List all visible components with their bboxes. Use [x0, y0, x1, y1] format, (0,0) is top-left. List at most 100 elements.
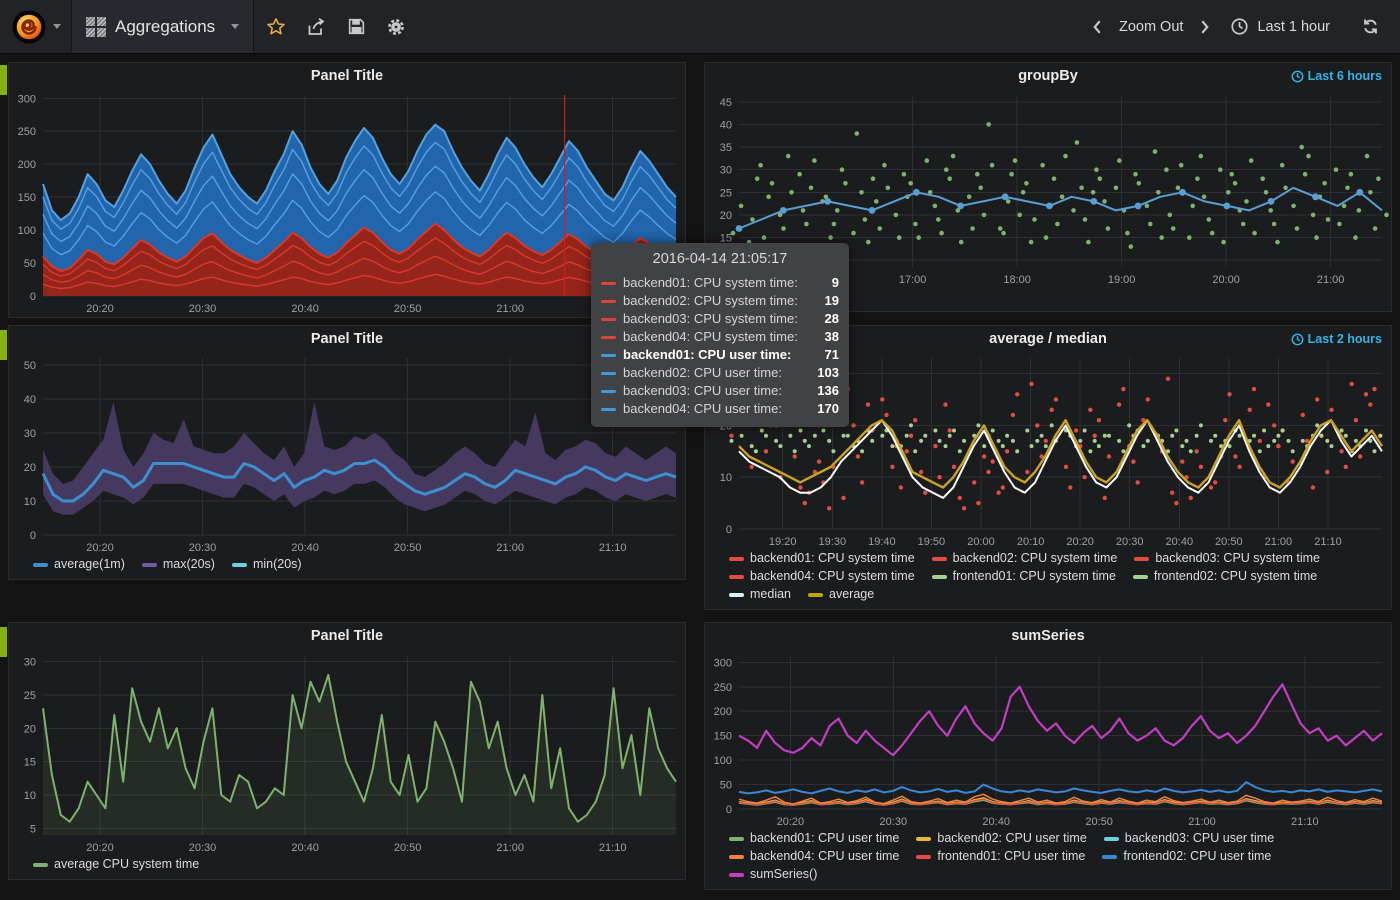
legend-color-swatch: [729, 574, 744, 579]
legend-item[interactable]: frontend02: CPU system time: [1132, 569, 1317, 584]
svg-text:21:00: 21:00: [496, 303, 524, 315]
svg-text:20:50: 20:50: [394, 542, 422, 554]
avg-max-min-chart[interactable]: 0 10 20 30 40 50 20:20 20:30 20:40 20:50 21:00 21:1…: [9, 352, 685, 556]
panel-title[interactable]: groupBy: [1018, 68, 1078, 84]
legend-item[interactable]: median: [729, 587, 791, 602]
svg-text:25: 25: [24, 690, 36, 702]
row-handle[interactable]: [0, 65, 7, 95]
svg-text:200: 200: [714, 706, 732, 718]
navbar: Aggregations: [0, 0, 1400, 54]
svg-text:21:00: 21:00: [1265, 536, 1293, 548]
star-icon: [267, 17, 285, 34]
legend-label: backend02: CPU user time: [937, 831, 1087, 845]
legend-label: grouped: [750, 289, 796, 303]
share-icon: [308, 17, 325, 35]
legend-color-swatch: [33, 862, 48, 867]
legend-label: max(20s): [162, 557, 215, 571]
grafana-logo-menu[interactable]: [0, 0, 72, 53]
average-median-chart[interactable]: 0 10 20 30 19:20 19:30 19:40 19:50 20:00 20:10 20:…: [705, 352, 1391, 550]
panel-title[interactable]: Panel Title: [310, 628, 384, 644]
svg-text:20:30: 20:30: [189, 542, 217, 554]
legend-item[interactable]: sumSeries(): [729, 867, 817, 882]
svg-text:20:20: 20:20: [86, 542, 114, 554]
legend-label: backend02: CPU system time: [952, 551, 1118, 565]
settings-button[interactable]: [380, 11, 412, 43]
svg-text:200: 200: [18, 159, 36, 171]
svg-text:300: 300: [18, 93, 36, 105]
legend-item[interactable]: average: [808, 587, 874, 602]
chevron-right-icon: [1201, 19, 1210, 34]
svg-text:21:10: 21:10: [1291, 816, 1319, 828]
svg-text:20:40: 20:40: [982, 816, 1010, 828]
legend-item[interactable]: frontend01: CPU system time: [931, 569, 1116, 584]
legend-item[interactable]: average(1m): [33, 557, 125, 572]
panel-avg-max-min: Panel Title 0 10 20 30 40 50 20:20 20:30 20:40 20…: [8, 325, 686, 580]
svg-text:20:00: 20:00: [1212, 274, 1240, 286]
legend-item[interactable]: grouped: [729, 289, 796, 304]
refresh-button[interactable]: [1354, 11, 1386, 43]
svg-text:20: 20: [24, 723, 36, 735]
legend-item[interactable]: backend04: CPU user time: [729, 849, 899, 864]
legend-item[interactable]: backend01: CPU system time: [729, 551, 915, 566]
caret-down-icon: [231, 24, 240, 29]
panel-groupby: groupBy Last 6 hours 10 15 20 25 30 35 40 45 17:…: [704, 62, 1392, 312]
legend: grouped: [705, 288, 1391, 311]
groupby-chart[interactable]: 10 15 20 25 30 35 40 45 17:00 18:00 19:00 20:00 21:0…: [705, 89, 1391, 288]
panel-title[interactable]: sumSeries: [1011, 628, 1085, 644]
clock-icon: [1291, 70, 1304, 82]
sumseries-chart[interactable]: 0 50 100 150 200 250 300 20:20 20:30 20:40 20:50 21…: [705, 649, 1391, 830]
legend-color-swatch: [729, 836, 744, 841]
legend: average(1m) max(20s) min(20s): [9, 556, 685, 579]
legend-item[interactable]: backend04: CPU system time: [729, 569, 915, 584]
svg-text:21:00: 21:00: [1188, 816, 1216, 828]
legend-item[interactable]: max(20s): [141, 557, 215, 572]
svg-text:20:30: 20:30: [189, 303, 217, 315]
star-button[interactable]: [260, 11, 292, 43]
panel-time-override-badge[interactable]: Last 6 hours: [1291, 69, 1382, 83]
time-range-picker[interactable]: Last 1 hour: [1257, 18, 1330, 35]
legend-item[interactable]: backend02: CPU user time: [916, 831, 1087, 846]
legend-item[interactable]: backend01: CPU user time: [729, 831, 899, 846]
save-button[interactable]: [340, 11, 372, 43]
dashboards-grid-icon: [86, 16, 106, 37]
svg-text:20:50: 20:50: [1215, 536, 1243, 548]
time-back-button[interactable]: [1081, 11, 1113, 43]
legend-label: min(20s): [252, 557, 302, 571]
legend-item[interactable]: average CPU system time: [33, 857, 199, 872]
legend-item[interactable]: backend02: CPU system time: [931, 551, 1118, 566]
svg-text:20:40: 20:40: [291, 542, 319, 554]
legend-item[interactable]: backend03: CPU user time: [1103, 831, 1274, 846]
legend: average CPU system time: [9, 856, 685, 879]
svg-text:20:40: 20:40: [1166, 536, 1194, 548]
svg-text:10: 10: [720, 255, 732, 267]
zoom-out-button[interactable]: Zoom Out: [1118, 18, 1184, 35]
time-picker-clock[interactable]: [1227, 11, 1251, 43]
legend-color-swatch: [729, 294, 744, 299]
panel-time-override-badge[interactable]: Last 2 hours: [1291, 332, 1382, 346]
panel-title[interactable]: average / median: [989, 331, 1107, 347]
svg-text:15: 15: [720, 233, 732, 245]
legend-color-swatch: [808, 592, 823, 597]
svg-text:20:20: 20:20: [1066, 536, 1094, 548]
legend-item[interactable]: frontend02: CPU user time: [1102, 849, 1271, 864]
average-cpu-chart[interactable]: 5 10 15 20 25 30 20:20 20:30 20:40 20:50 21:00 21:1…: [9, 649, 685, 856]
legend-color-swatch: [141, 562, 157, 567]
row-handle[interactable]: [0, 627, 7, 657]
panel-title[interactable]: Panel Title: [310, 68, 384, 84]
svg-text:21:00: 21:00: [1317, 274, 1345, 286]
panel-title[interactable]: Panel Title: [310, 331, 384, 347]
legend-item[interactable]: frontend01: CPU user time: [916, 849, 1085, 864]
svg-text:20:30: 20:30: [189, 842, 217, 854]
svg-text:0: 0: [726, 524, 732, 536]
legend-item[interactable]: min(20s): [231, 557, 302, 572]
cpu-stacked-chart[interactable]: 0 50 100 150 200 250 300 20:20 20:30 20:40 20:50 21…: [9, 89, 685, 317]
dashboard-picker[interactable]: Aggregations: [72, 0, 255, 53]
row-handle[interactable]: [0, 330, 7, 360]
legend-color-swatch: [931, 556, 947, 561]
svg-text:40: 40: [720, 119, 732, 131]
share-button[interactable]: [300, 11, 332, 43]
legend-item[interactable]: backend03: CPU system time: [1134, 551, 1320, 566]
svg-text:20: 20: [24, 462, 36, 474]
time-forward-button[interactable]: [1189, 11, 1221, 43]
svg-text:250: 250: [18, 126, 36, 138]
